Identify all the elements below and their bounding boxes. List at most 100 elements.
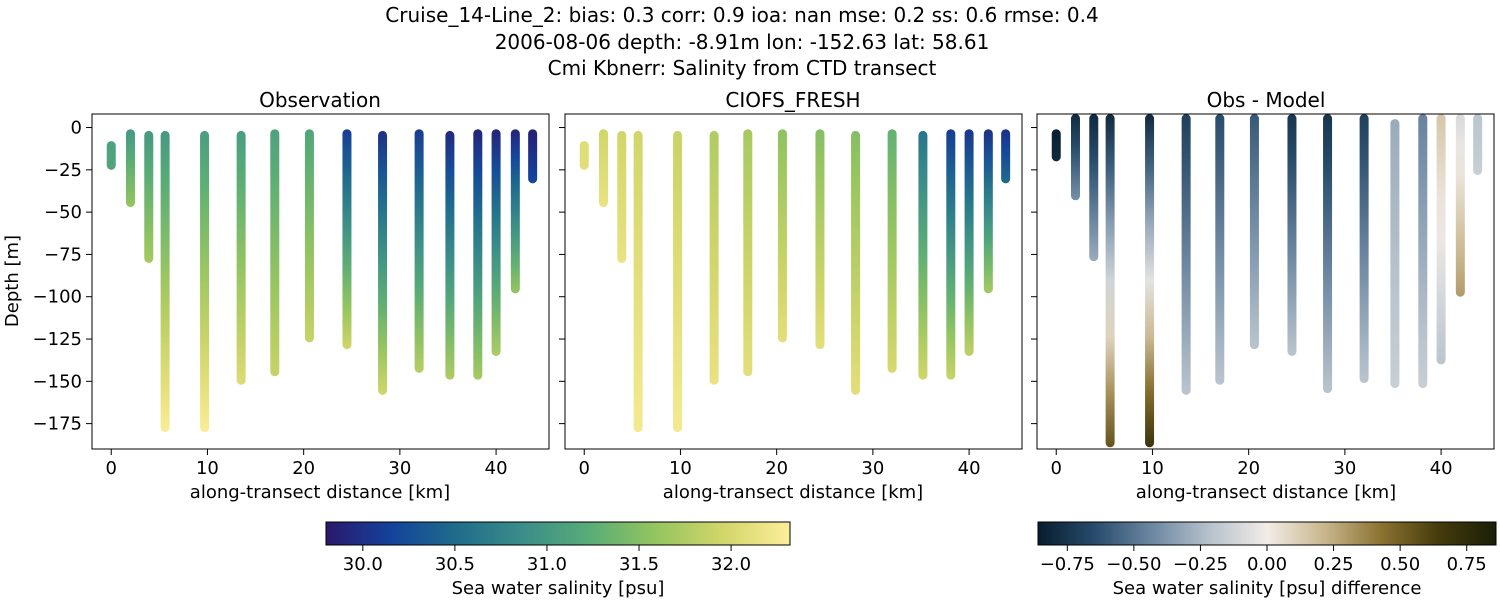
- profile-mark: [777, 129, 787, 343]
- profile-mark: [106, 141, 116, 170]
- profile-mark: [579, 141, 589, 170]
- x-tick-label: 10: [1141, 458, 1164, 479]
- profile-mark: [342, 129, 352, 350]
- x-tick-label: 0: [1051, 458, 1062, 479]
- x-ticks: 0 10 20 30 40: [1051, 449, 1453, 479]
- profile-mark: [617, 130, 627, 263]
- colorbar-tick-label: 30.5: [435, 554, 475, 575]
- plot-frame: [1036, 113, 1495, 450]
- profile-mark: [851, 130, 861, 395]
- x-tick-label: 0: [106, 458, 117, 479]
- plot-frame: [91, 113, 550, 450]
- colorbar-label: Sea water salinity [psu]: [452, 578, 665, 599]
- colorbar-tick-label: 30.0: [343, 554, 383, 575]
- profile-mark: [1359, 114, 1369, 384]
- profile-mark: [510, 129, 520, 294]
- x-tick-label: 20: [292, 458, 315, 479]
- profile-mark: [918, 130, 928, 380]
- plot-frame: [564, 113, 1023, 450]
- profile-mark: [983, 129, 993, 294]
- profile-mark: [200, 130, 210, 433]
- profile-mark: [709, 130, 719, 385]
- panel-obs-minus-model: Obs - Model 0 10 20 30 40 along-transect dis…: [1031, 88, 1495, 503]
- profile-mark: [743, 129, 753, 377]
- profile-mark: [491, 129, 501, 356]
- profile-mark: [144, 130, 154, 263]
- profile-mark: [964, 129, 974, 356]
- profile-mark: [445, 130, 455, 380]
- profile-mark: [1323, 114, 1333, 394]
- profile-mark: [633, 130, 643, 433]
- colorbar-tick-label: 0.25: [1314, 554, 1354, 575]
- colorbar-tick-label: −0.50: [1106, 554, 1161, 575]
- y-tick-label: −50: [44, 202, 82, 223]
- profile-mark: [1249, 114, 1259, 350]
- colorbar-tick-label: 31.0: [527, 554, 567, 575]
- colorbar-difference: −0.75 −0.50 −0.25 0.00 0.25 0.50 0.75 Sea wate…: [1037, 521, 1497, 599]
- colorbar-gradient: [325, 521, 791, 546]
- y-tick-label: −150: [33, 371, 82, 392]
- profile-mark: [1145, 114, 1155, 448]
- profile-mark: [378, 130, 388, 395]
- profile-mark: [414, 129, 424, 373]
- x-axis-label: along-transect distance [km]: [1136, 482, 1396, 503]
- y-tick-label: −75: [44, 244, 82, 265]
- colorbar-salinity: 30.0 30.5 31.0 31.5 32.0 Sea water salinity …: [325, 521, 791, 599]
- profile-mark: [270, 129, 280, 377]
- x-tick-label: 10: [669, 458, 692, 479]
- colorbar-tick-label: 0.75: [1447, 554, 1487, 575]
- profile-mark: [304, 129, 314, 343]
- x-tick-label: 30: [1333, 458, 1356, 479]
- profile-mark: [1001, 129, 1011, 184]
- x-tick-label: 20: [1237, 458, 1260, 479]
- colorbar-tick-label: −0.75: [1040, 554, 1095, 575]
- x-tick-label: 40: [958, 458, 981, 479]
- panel-ciofs-fresh: CIOFS_FRESH 0 10 20 30 40 along-transect dis…: [559, 88, 1023, 503]
- y-tick-label: 0: [71, 118, 82, 139]
- profile-mark: [1473, 114, 1483, 175]
- x-tick-label: 40: [1430, 458, 1453, 479]
- profile-mark: [1070, 114, 1080, 201]
- figure-title-line-2: 2006-08-06 depth: -8.91m lon: -152.63 la…: [495, 30, 990, 54]
- y-ticks: [559, 127, 565, 425]
- profile-marks: [579, 129, 1011, 433]
- y-tick-label: −100: [33, 287, 82, 308]
- x-ticks: 0 10 20 30 40: [579, 449, 981, 479]
- figure-title-line-3: Cmi Kbnerr: Salinity from CTD transect: [548, 56, 937, 80]
- profile-mark: [1287, 114, 1297, 356]
- colorbar-ticks: 30.0 30.5 31.0 31.5 32.0: [343, 545, 751, 575]
- profile-mark: [528, 129, 538, 184]
- profile-mark: [673, 130, 683, 433]
- profile-mark: [1418, 114, 1428, 389]
- profile-mark: [1455, 114, 1465, 297]
- y-tick-label: −125: [33, 329, 82, 350]
- colorbar-tick-label: −0.25: [1173, 554, 1228, 575]
- y-tick-label: −175: [33, 414, 82, 435]
- panel-title-obs-minus-model: Obs - Model: [1207, 88, 1326, 112]
- x-tick-label: 0: [579, 458, 590, 479]
- y-tick-label: −25: [44, 160, 82, 181]
- panel-title-observation: Observation: [259, 88, 381, 112]
- profile-mark: [1089, 114, 1099, 262]
- profile-mark: [1215, 114, 1225, 385]
- profile-mark: [473, 129, 483, 380]
- profile-mark: [1390, 119, 1400, 389]
- x-axis-label: along-transect distance [km]: [190, 482, 450, 503]
- profile-mark: [946, 129, 956, 380]
- x-tick-label: 10: [196, 458, 219, 479]
- profile-mark: [598, 129, 608, 208]
- profile-mark: [160, 130, 170, 433]
- profile-mark: [1436, 114, 1446, 365]
- x-tick-label: 30: [861, 458, 884, 479]
- profile-marks: [1051, 114, 1483, 448]
- profile-marks: [106, 129, 538, 433]
- colorbar-label: Sea water salinity [psu] difference: [1113, 578, 1422, 599]
- x-ticks: 0 10 20 30 40: [106, 449, 508, 479]
- profile-mark: [1105, 114, 1115, 448]
- y-axis-label: Depth [m]: [2, 235, 23, 327]
- colorbar-gradient: [1037, 521, 1497, 546]
- panel-observation: Observation 0 10 20 30 40 0 −25 −50 −75 −100 −125…: [2, 88, 550, 503]
- y-ticks: [1031, 127, 1037, 425]
- profile-mark: [1051, 129, 1061, 162]
